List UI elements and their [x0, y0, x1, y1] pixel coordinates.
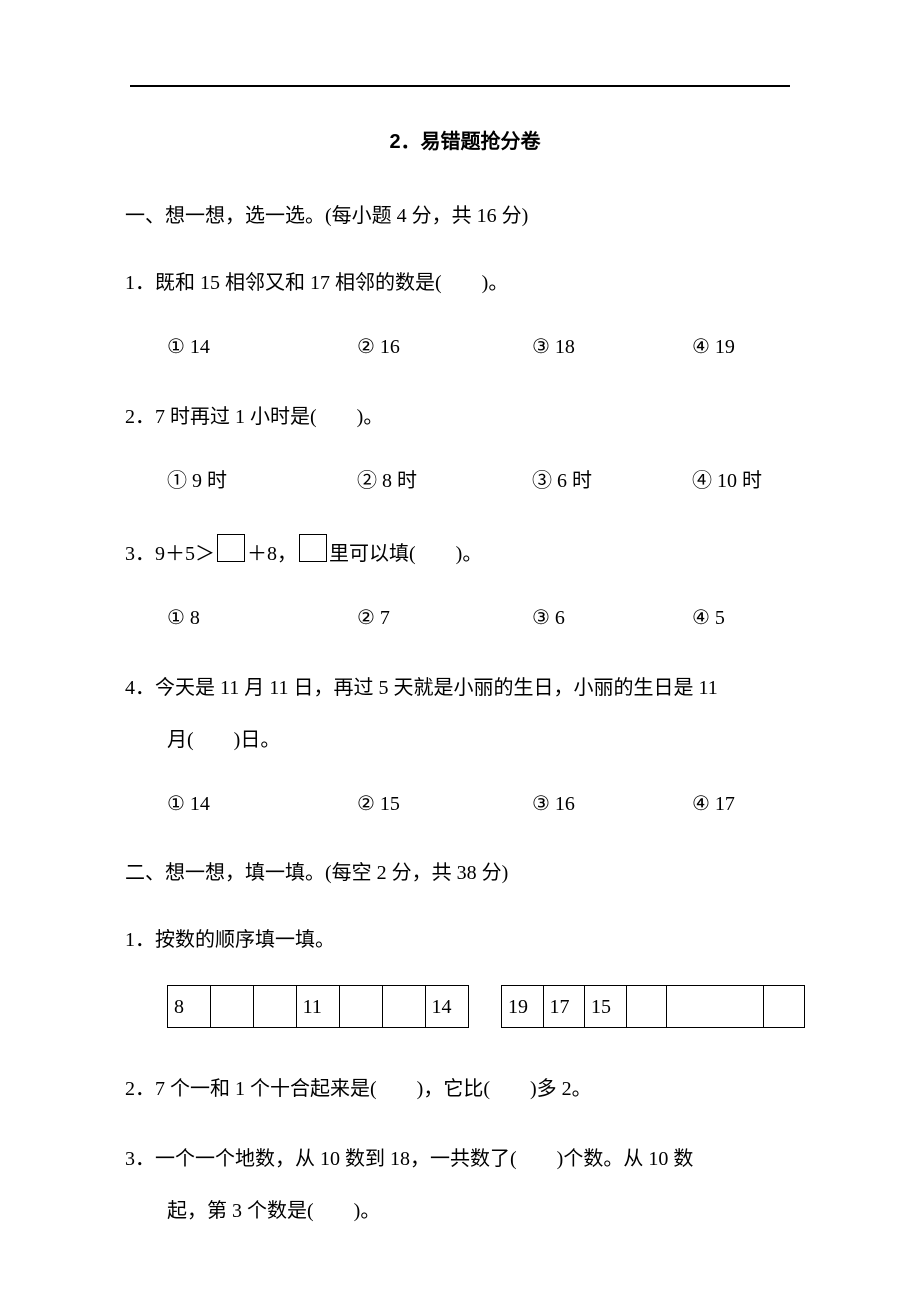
top-rule [130, 85, 790, 87]
blank-box-icon [217, 534, 245, 562]
option-2d: ④ 10 时 [692, 464, 762, 498]
s2-q3-line1: 3．一个一个地数，从 10 数到 18，一共数了( )个数。从 10 数 [125, 1142, 805, 1176]
question-3-text: 3．9＋5＞ ＋8， 里可以填( )。 [125, 534, 805, 571]
option-2a: ① 9 时 [167, 464, 357, 498]
option-2c: ③ 6 时 [532, 464, 692, 498]
option-2b: ② 8 时 [357, 464, 532, 498]
s2-q1-text: 1．按数的顺序填一填。 [125, 923, 805, 957]
table-cell [253, 986, 296, 1028]
s2-question-1: 1．按数的顺序填一填。 8 11 14 19 17 15 [125, 923, 805, 1028]
option-4a: ① 14 [167, 787, 357, 821]
table-cell [667, 986, 764, 1028]
sequence-table-2: 19 17 15 [501, 985, 805, 1028]
question-1: 1．既和 15 相邻又和 17 相邻的数是( )。 ① 14 ② 16 ③ 18… [125, 266, 805, 364]
table-cell: 11 [296, 986, 339, 1028]
question-1-text: 1．既和 15 相邻又和 17 相邻的数是( )。 [125, 266, 805, 300]
question-4-line2: 月( )日。 [167, 723, 805, 757]
q3-mid: ＋8， [247, 543, 297, 565]
table-cell: 17 [543, 986, 585, 1028]
question-4-line1: 4．今天是 11 月 11 日，再过 5 天就是小丽的生日，小丽的生日是 11 [125, 671, 805, 705]
s2-q2-text: 2．7 个一和 1 个十合起来是( )，它比( )多 2。 [125, 1072, 805, 1106]
table-cell [626, 986, 667, 1028]
option-4b: ② 15 [357, 787, 532, 821]
question-3: 3．9＋5＞ ＋8， 里可以填( )。 ① 8 ② 7 ③ 6 ④ 5 [125, 534, 805, 635]
table-cell [382, 986, 425, 1028]
question-4-options: ① 14 ② 15 ③ 16 ④ 17 [167, 787, 805, 821]
q3-pre: 3．9＋5＞ [125, 543, 215, 565]
sequence-tables: 8 11 14 19 17 15 [167, 985, 805, 1028]
document-page: 2．易错题抢分卷 一、想一想，选一选。(每小题 4 分，共 16 分) 1．既和… [0, 0, 920, 1316]
page-title: 2．易错题抢分卷 [125, 125, 805, 154]
question-4: 4．今天是 11 月 11 日，再过 5 天就是小丽的生日，小丽的生日是 11 … [125, 671, 805, 821]
option-4d: ④ 17 [692, 787, 735, 821]
table-cell [211, 986, 254, 1028]
table-cell: 15 [585, 986, 627, 1028]
option-1b: ② 16 [357, 330, 532, 364]
option-3b: ② 7 [357, 601, 532, 635]
table-cell: 19 [502, 986, 544, 1028]
table-cell [340, 986, 383, 1028]
option-1d: ④ 19 [692, 330, 735, 364]
sequence-table-1: 8 11 14 [167, 985, 469, 1028]
option-3a: ① 8 [167, 601, 357, 635]
option-3d: ④ 5 [692, 601, 725, 635]
blank-box-icon [299, 534, 327, 562]
q3-post: 里可以填( )。 [329, 543, 482, 565]
s2-q3-line2: 起，第 3 个数是( )。 [167, 1194, 805, 1228]
option-1c: ③ 18 [532, 330, 692, 364]
question-2-text: 2．7 时再过 1 小时是( )。 [125, 400, 805, 434]
option-1a: ① 14 [167, 330, 357, 364]
s2-question-3: 3．一个一个地数，从 10 数到 18，一共数了( )个数。从 10 数 起，第… [125, 1142, 805, 1228]
s2-question-2: 2．7 个一和 1 个十合起来是( )，它比( )多 2。 [125, 1072, 805, 1106]
question-1-options: ① 14 ② 16 ③ 18 ④ 19 [167, 330, 805, 364]
table-cell: 8 [168, 986, 211, 1028]
table-cell: 14 [425, 986, 469, 1028]
option-3c: ③ 6 [532, 601, 692, 635]
question-2: 2．7 时再过 1 小时是( )。 ① 9 时 ② 8 时 ③ 6 时 ④ 10… [125, 400, 805, 498]
question-3-options: ① 8 ② 7 ③ 6 ④ 5 [167, 601, 805, 635]
section-2-heading: 二、想一想，填一填。(每空 2 分，共 38 分) [125, 857, 805, 889]
question-2-options: ① 9 时 ② 8 时 ③ 6 时 ④ 10 时 [167, 464, 805, 498]
option-4c: ③ 16 [532, 787, 692, 821]
table-cell [764, 986, 805, 1028]
section-1-heading: 一、想一想，选一选。(每小题 4 分，共 16 分) [125, 200, 805, 232]
